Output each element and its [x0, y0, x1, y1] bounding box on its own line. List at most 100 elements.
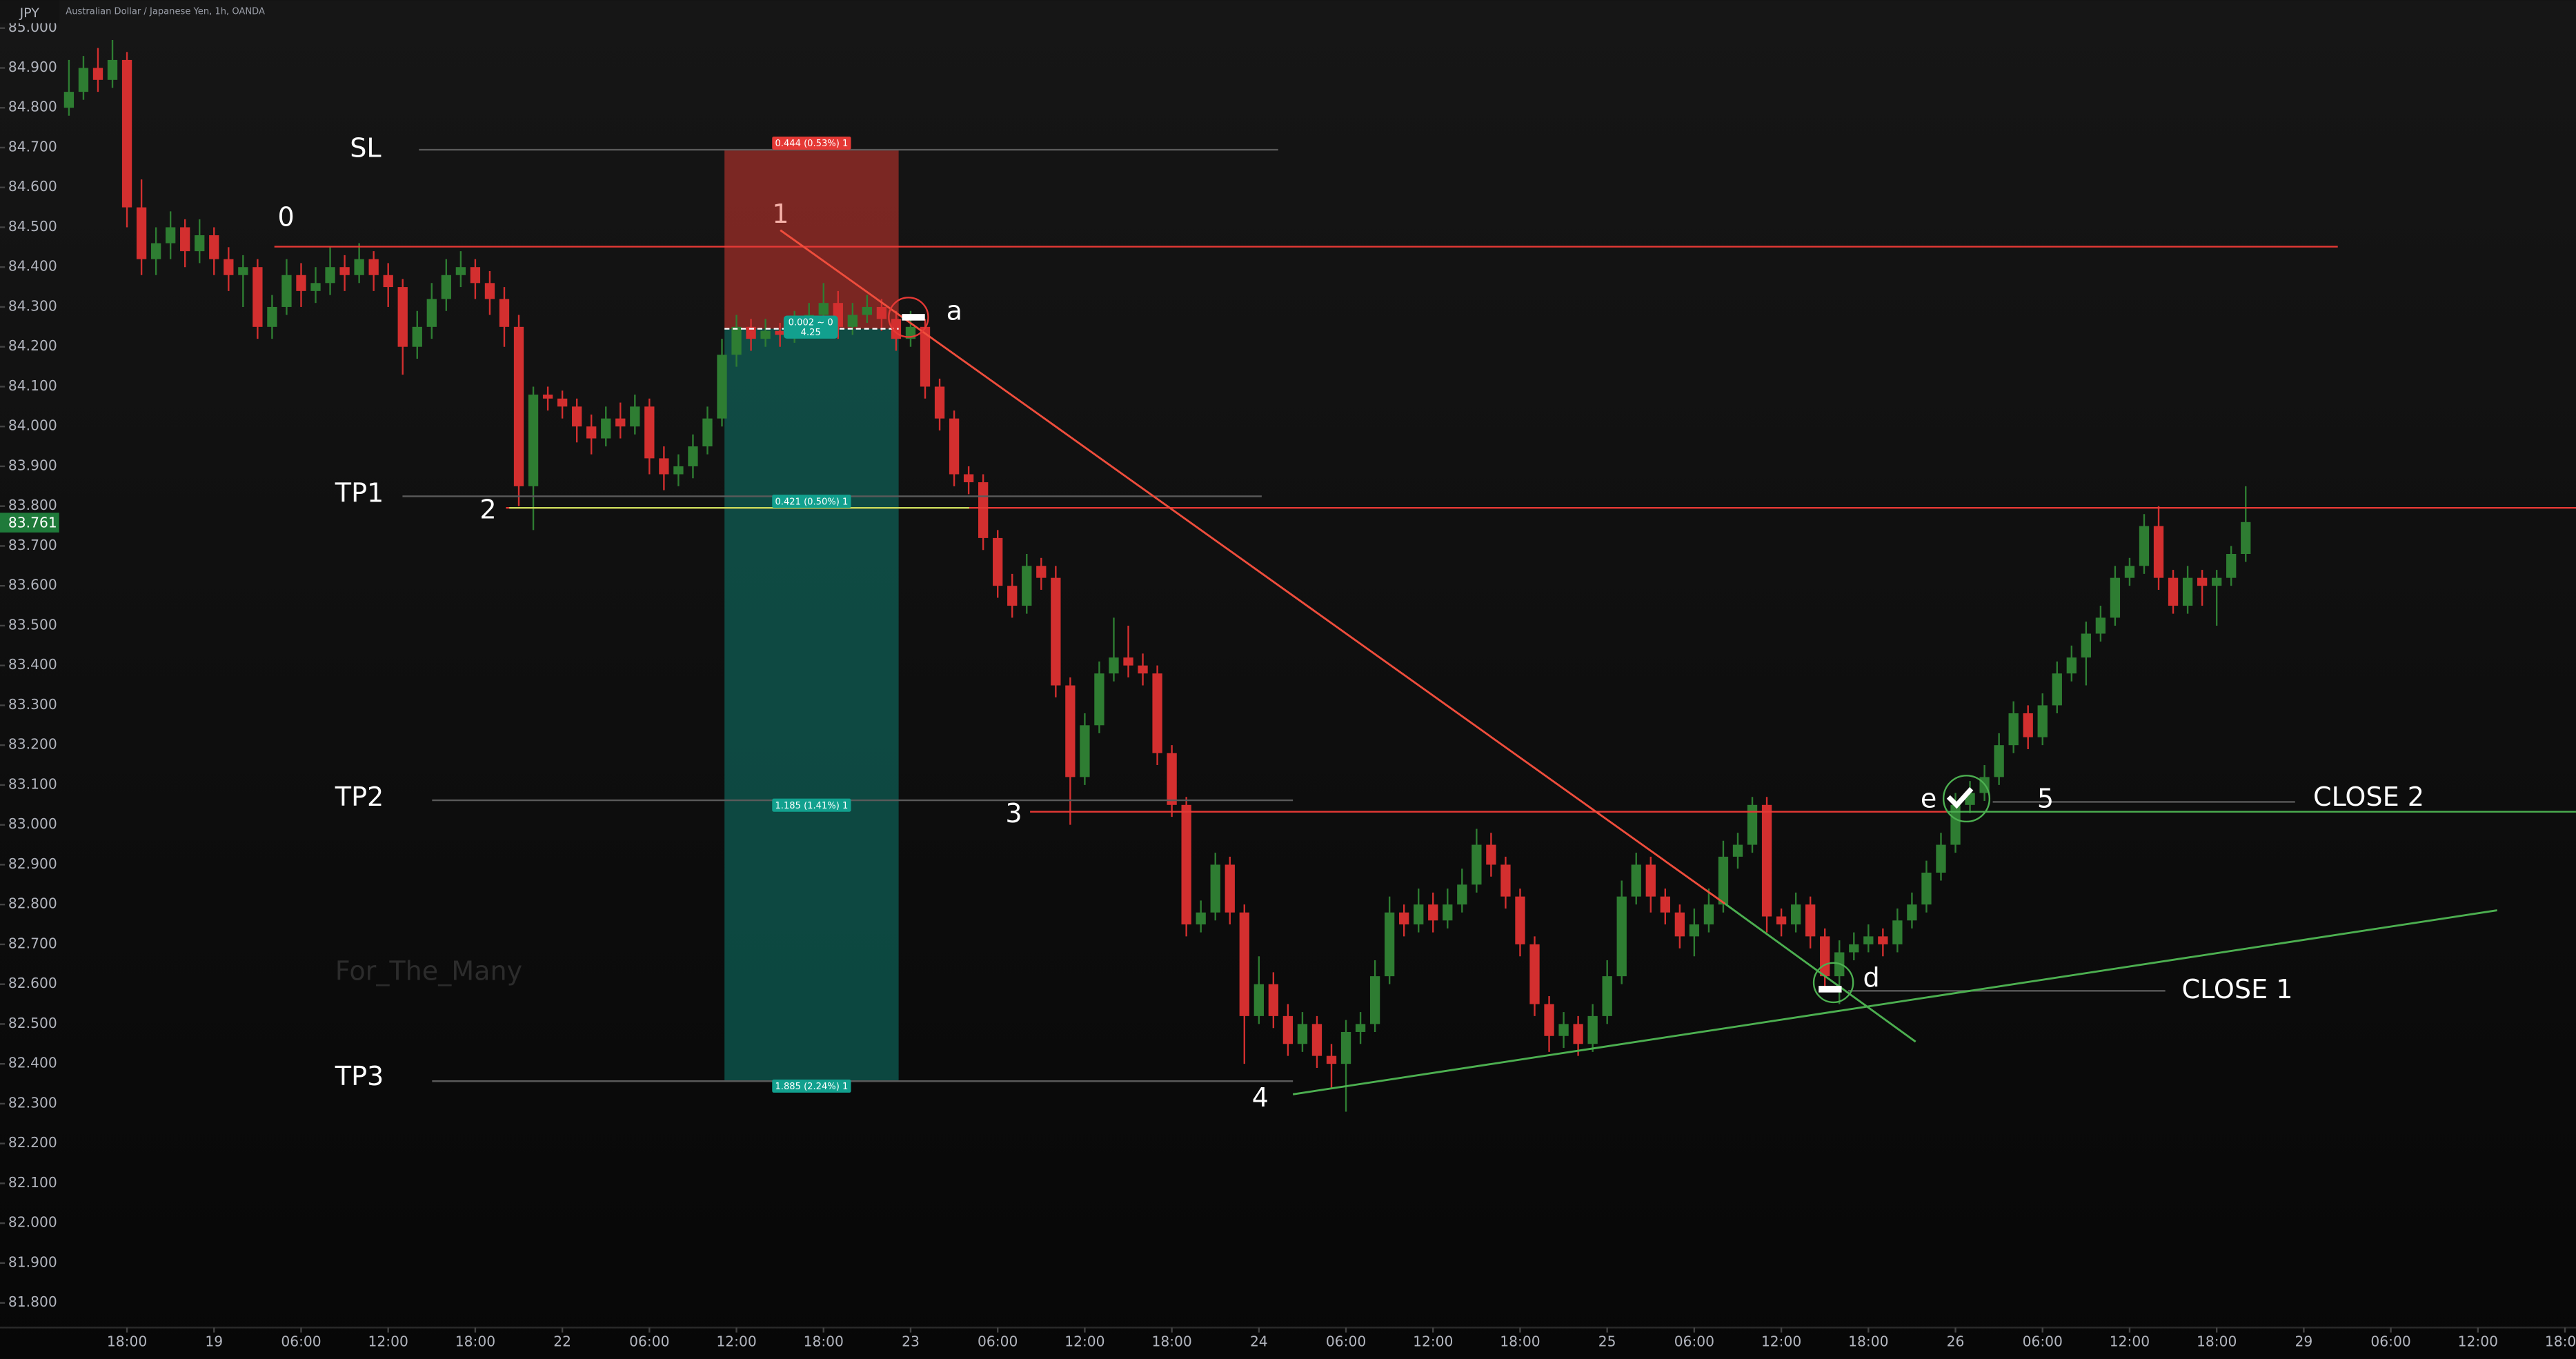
candle-body — [760, 330, 771, 339]
x-tick-label: 18:00 — [2197, 1333, 2237, 1349]
y-tick-label: 84.500 — [8, 218, 57, 235]
x-tick-label: 25 — [1598, 1333, 1616, 1349]
candle-body — [224, 259, 234, 275]
axes: 85.00084.90084.80084.70084.60084.50084.4… — [0, 19, 2576, 1349]
candle-body — [2226, 553, 2237, 578]
marker-circle — [1812, 962, 1854, 1004]
candle-body — [644, 406, 655, 459]
drawing-label: TP2 — [335, 782, 384, 812]
candle-body — [2066, 657, 2077, 674]
candle-body — [1500, 864, 1511, 897]
candle-body — [1167, 753, 1177, 805]
candle-body — [1660, 896, 1670, 913]
candle-body — [1181, 804, 1191, 925]
y-tick-label: 83.700 — [8, 537, 57, 553]
candle-body — [586, 426, 597, 439]
candle-body — [862, 306, 873, 315]
candle-body — [1515, 896, 1525, 944]
candle-body — [121, 59, 132, 208]
trend-line — [1724, 902, 1916, 1043]
x-tick-label: 06:00 — [629, 1333, 669, 1349]
candle-body — [1573, 1024, 1583, 1044]
candle-body — [1384, 912, 1395, 977]
candle-body — [978, 482, 989, 538]
candle-body — [1311, 1024, 1322, 1056]
candle-body — [1921, 872, 1932, 905]
candle-body — [557, 398, 568, 407]
candle-body — [702, 418, 713, 447]
drawing-label: SL — [350, 133, 382, 163]
position-label: 0.421 (0.50%) 1 — [775, 497, 848, 507]
candle-body — [1761, 804, 1772, 917]
candle-body — [267, 306, 277, 327]
drawing-label: CLOSE 2 — [2313, 782, 2424, 812]
marker-circle — [888, 297, 929, 338]
candle-body — [2110, 577, 2121, 618]
candle-body — [1268, 984, 1279, 1016]
candle-body — [1892, 920, 1903, 944]
candle-body — [1282, 1015, 1294, 1044]
candle-body — [1805, 904, 1816, 937]
drawing-label: CLOSE 1 — [2181, 974, 2292, 1004]
candle-body — [1602, 976, 1612, 1016]
candle-body — [136, 207, 147, 259]
candle-body — [1080, 725, 1090, 777]
symbol-box — [0, 0, 59, 23]
y-tick-label: 82.100 — [8, 1174, 57, 1191]
candle-body — [339, 267, 350, 275]
check-mark — [1946, 786, 1974, 809]
x-tick-label: 22 — [553, 1333, 571, 1349]
candle-body — [238, 267, 248, 275]
y-tick-label: 83.400 — [8, 656, 57, 673]
candle-body — [1529, 944, 1540, 1004]
drawing-label: e — [1921, 784, 1936, 814]
candle-body — [2241, 522, 2251, 554]
candle-body — [775, 330, 785, 335]
x-tick-label: 18:00 — [804, 1333, 844, 1349]
candle-body — [1326, 1055, 1337, 1064]
x-tick-label: 18:00 — [107, 1333, 147, 1349]
candle-body — [673, 466, 684, 475]
candle-body — [1703, 904, 1714, 925]
candle-body — [2182, 577, 2193, 606]
candle-body — [1399, 912, 1409, 925]
candle-body — [1776, 916, 1787, 925]
x-tick-label: 12:00 — [2458, 1333, 2498, 1349]
position-label: 1.885 (2.24%) 1 — [775, 1082, 848, 1092]
x-tick-label: 24 — [1250, 1333, 1268, 1349]
x-tick-label: 18:00 — [1151, 1333, 1191, 1349]
candle-body — [166, 227, 176, 244]
x-tick-label: 06:00 — [2023, 1333, 2063, 1349]
x-tick-label: 12:00 — [1413, 1333, 1453, 1349]
candle-body — [847, 315, 858, 327]
x-tick-label: 23 — [902, 1333, 920, 1349]
candle-body — [1849, 944, 1859, 953]
candle-body — [1718, 856, 1729, 905]
drawing-label: TP3 — [335, 1061, 384, 1091]
x-tick-label: 18:00 — [455, 1333, 495, 1349]
candle-body — [2124, 566, 2135, 578]
y-tick-label: 82.300 — [8, 1094, 57, 1111]
candle-body — [1486, 844, 1496, 865]
candle-body — [876, 306, 887, 319]
candle-body — [1950, 804, 1961, 845]
candle-body — [2153, 526, 2164, 578]
candle-body — [542, 395, 553, 399]
candle-body — [1254, 984, 1264, 1016]
y-tick-label: 83.600 — [8, 577, 57, 593]
candle-body — [1616, 896, 1627, 977]
candle-body — [2008, 713, 2019, 746]
candle-body — [659, 458, 669, 475]
candle-body — [78, 68, 89, 92]
candle-body — [1674, 912, 1685, 937]
y-tick-label: 84.800 — [8, 99, 57, 115]
candle-body — [949, 418, 960, 475]
candle-body — [1443, 904, 1453, 921]
marker-dash — [902, 314, 925, 321]
candle-body — [2212, 577, 2222, 586]
candle-body — [1036, 566, 1047, 578]
candle-body — [325, 267, 335, 284]
x-tick-label: 06:00 — [978, 1333, 1018, 1349]
candle-body — [1631, 864, 1641, 897]
watermark: For_The_Many — [335, 956, 522, 986]
